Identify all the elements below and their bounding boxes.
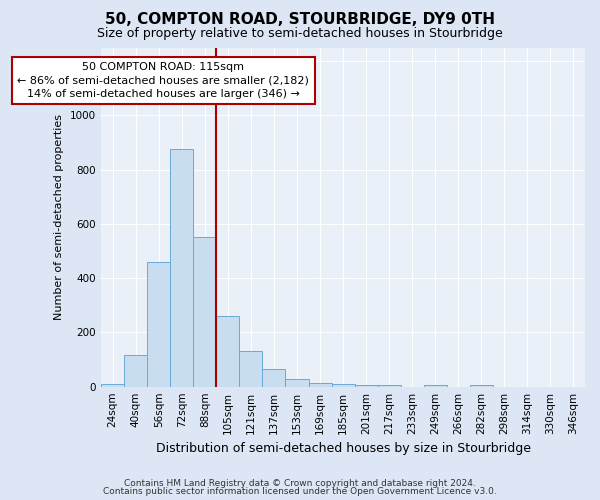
Text: Contains public sector information licensed under the Open Government Licence v3: Contains public sector information licen…: [103, 487, 497, 496]
Bar: [101, 384, 124, 386]
Bar: [147, 262, 170, 386]
Bar: [170, 150, 193, 386]
Bar: [239, 352, 262, 386]
Bar: [262, 369, 286, 386]
Bar: [193, 238, 217, 386]
Bar: [217, 316, 239, 386]
Text: Contains HM Land Registry data © Crown copyright and database right 2024.: Contains HM Land Registry data © Crown c…: [124, 478, 476, 488]
Text: Size of property relative to semi-detached houses in Stourbridge: Size of property relative to semi-detach…: [97, 28, 503, 40]
Bar: [308, 382, 332, 386]
Bar: [124, 356, 147, 386]
Text: 50, COMPTON ROAD, STOURBRIDGE, DY9 0TH: 50, COMPTON ROAD, STOURBRIDGE, DY9 0TH: [105, 12, 495, 28]
Y-axis label: Number of semi-detached properties: Number of semi-detached properties: [55, 114, 64, 320]
Bar: [286, 378, 308, 386]
Bar: [332, 384, 355, 386]
X-axis label: Distribution of semi-detached houses by size in Stourbridge: Distribution of semi-detached houses by …: [155, 442, 530, 455]
Text: 50 COMPTON ROAD: 115sqm
← 86% of semi-detached houses are smaller (2,182)
14% of: 50 COMPTON ROAD: 115sqm ← 86% of semi-de…: [17, 62, 309, 99]
